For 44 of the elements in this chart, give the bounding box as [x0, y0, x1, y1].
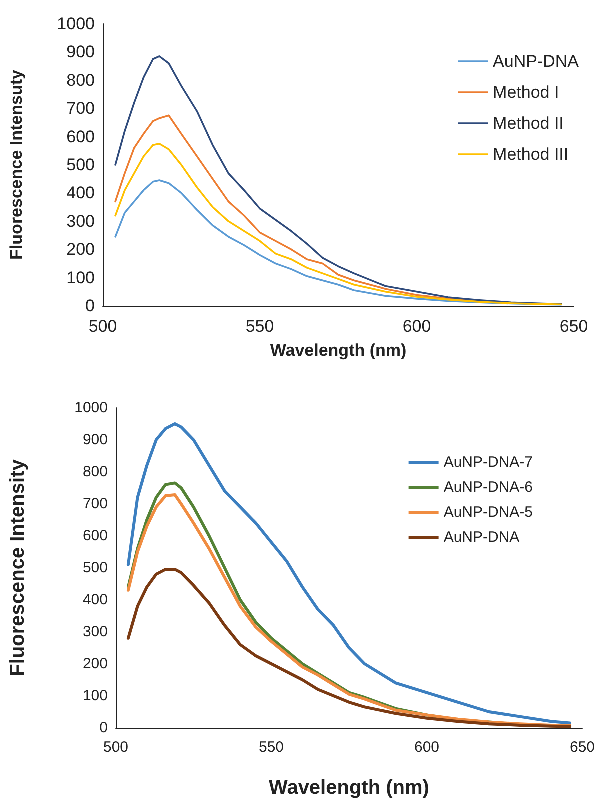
line-series: [114, 180, 562, 306]
y-tick-label: 100: [66, 268, 95, 288]
legend-label: Method I: [493, 83, 560, 102]
y-tick-label: 700: [66, 99, 95, 118]
x-tick-label: 550: [258, 739, 284, 756]
y-tick-label: 700: [82, 496, 108, 512]
x-tick-label: 650: [560, 317, 588, 336]
legend-label: AuNP-DNA: [493, 52, 580, 71]
x-tick-label: 500: [103, 739, 129, 756]
y-tick-label: 300: [82, 624, 108, 640]
y-tick-label: 800: [82, 464, 108, 480]
x-tick-label: 650: [570, 739, 595, 756]
y-tick-label: 400: [82, 592, 108, 608]
y-tick-label: 600: [82, 528, 108, 544]
y-tick-label: 200: [82, 656, 108, 672]
y-tick-label: 600: [66, 127, 95, 146]
y-tick-label: 200: [66, 240, 95, 260]
y-axis-title: Fluorescence Intensity: [7, 458, 29, 676]
y-tick-label: 800: [66, 70, 95, 90]
y-tick-label: 500: [66, 156, 95, 174]
y-axis-title: Fluorescence Intensuty: [7, 70, 26, 260]
y-tick-label: 300: [66, 212, 95, 231]
legend-label: Method III: [493, 145, 569, 164]
y-tick-label: 900: [82, 432, 108, 448]
legend-label: AuNP-DNA: [444, 529, 520, 546]
x-axis-title: Wavelength (nm): [269, 777, 430, 799]
line-series: [126, 568, 572, 728]
y-tick-label: 400: [66, 184, 95, 203]
legend-label: AuNP-DNA-7: [444, 454, 533, 471]
legend-label: Method II: [493, 114, 564, 133]
legend-label: AuNP-DNA-5: [444, 504, 533, 521]
y-tick-label: 1000: [57, 14, 95, 34]
x-tick-label: 600: [414, 739, 440, 756]
x-tick-label: 550: [246, 317, 274, 336]
y-tick-label: 1000: [74, 400, 108, 416]
y-tick-label: 100: [82, 688, 108, 704]
line-series: [126, 422, 572, 725]
y-tick-label: 900: [66, 42, 95, 62]
legend-label: AuNP-DNA-6: [444, 479, 533, 496]
y-tick-label: 0: [100, 720, 108, 736]
x-axis-title: Wavelength (nm): [270, 341, 407, 360]
y-tick-label: 500: [82, 560, 108, 576]
x-tick-label: 600: [402, 317, 432, 336]
y-tick-label: 0: [86, 296, 95, 316]
